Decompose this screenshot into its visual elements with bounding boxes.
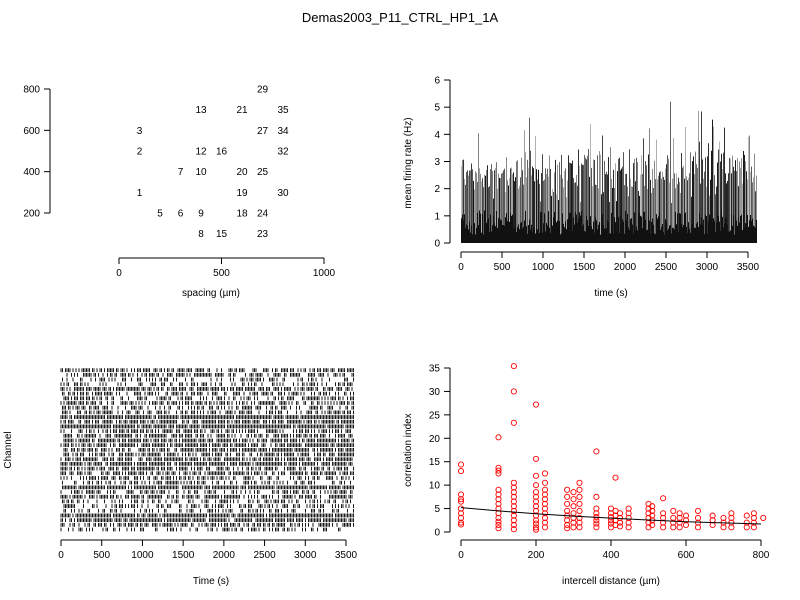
rate-ytick-label: 3 [434, 157, 440, 168]
rate-ytick-label: 6 [434, 76, 440, 87]
raster-row [66, 372, 354, 377]
rate-ytick-label: 0 [434, 239, 440, 250]
electrode-label: 2 [137, 147, 143, 158]
rate-xtick-label: 3500 [737, 262, 760, 273]
electrode-label: 1 [137, 188, 143, 199]
raster-row [62, 499, 351, 504]
panel-raster: 0 500 1000 1500 2000 2500 3000 3500 Time (s) Ch… [3, 368, 358, 587]
rate-xtick-label: 3000 [696, 262, 719, 273]
raster-row [62, 405, 354, 410]
layout-xlabel: spacing (µm) [182, 288, 240, 299]
rate-ytick-label: 4 [434, 130, 440, 141]
electrode-label: 3 [137, 126, 143, 137]
raster-row [62, 485, 354, 490]
raster-row [63, 504, 354, 508]
raster-row [60, 476, 354, 480]
rate-ytick-label: 5 [434, 103, 440, 114]
electrode-label: 20 [236, 167, 248, 178]
electrode-label: 6 [178, 209, 184, 220]
rate-xtick-label: 2500 [655, 262, 678, 273]
raster-row [62, 391, 354, 396]
rate-xtick-label: 0 [458, 262, 464, 273]
electrode-label: 34 [277, 126, 289, 137]
raster-row [63, 433, 353, 438]
electrode-label: 10 [195, 167, 207, 178]
electrode-label: 19 [236, 188, 248, 199]
panel-rate: 0 500 1000 1500 2000 2500 3000 3500 0 1 2 3 4 5 6 tim… [403, 76, 760, 300]
raster-row [63, 396, 354, 401]
raster-row [63, 438, 354, 443]
raster-row [60, 387, 353, 391]
raster-row [60, 429, 351, 433]
raster-row [60, 462, 353, 466]
raster-row [60, 494, 353, 499]
raster-row [60, 368, 354, 373]
electrode-label: 8 [198, 229, 204, 240]
raster-row [60, 471, 354, 476]
raster-row [60, 415, 354, 419]
figure-title: Demas2003_P11_CTRL_HP1_1A [302, 10, 499, 25]
raster-row [62, 480, 351, 485]
electrode-label: 32 [277, 147, 289, 158]
raster-row [63, 447, 354, 452]
electrode-label: 18 [236, 209, 248, 220]
raster-row [60, 401, 354, 405]
layout-ytick-label: 600 [23, 126, 40, 137]
electrode-label: 9 [198, 209, 204, 220]
rate-xtick-label: 2000 [614, 262, 637, 273]
rate-xtick-label: 1500 [573, 262, 596, 273]
raster-row [63, 508, 354, 513]
raster-row [60, 443, 354, 448]
electrode-label: 29 [257, 85, 269, 96]
raster-row [60, 424, 354, 429]
rate-ytick-label: 1 [434, 211, 440, 222]
raster-row [60, 513, 354, 518]
electrode-label: 15 [216, 229, 228, 240]
rate-xtick-label: 1000 [532, 262, 555, 273]
raster-row [60, 419, 354, 424]
layout-ytick-label: 400 [23, 167, 40, 178]
electrode-label: 23 [257, 229, 269, 240]
electrode-label: 7 [178, 167, 184, 178]
raster-row [60, 382, 353, 387]
raster-row [60, 466, 354, 471]
layout-ytick-label: 800 [23, 85, 40, 96]
layout-xtick-label: 500 [213, 268, 230, 279]
electrode-label: 35 [277, 105, 289, 116]
layout-xtick-label: 0 [116, 268, 122, 279]
rate-xlabel: time (s) [594, 288, 627, 299]
raster-row [60, 490, 353, 494]
raster-row [60, 518, 354, 523]
electrode-label: 21 [236, 105, 248, 116]
layout-ytick-label: 200 [23, 209, 40, 220]
electrode-label: 27 [257, 126, 269, 137]
rate-ytick-label: 2 [434, 184, 440, 195]
electrode-label: 30 [277, 188, 289, 199]
rate-xtick-label: 500 [494, 262, 511, 273]
raster-row [60, 457, 353, 462]
raster-row [60, 522, 354, 527]
electrode-label: 5 [157, 209, 163, 220]
electrode-label: 13 [195, 105, 207, 116]
electrode-label: 24 [257, 209, 269, 220]
layout-xtick-label: 1000 [313, 268, 336, 279]
electrode-label: 12 [195, 147, 207, 158]
rate-ylabel: mean firing rate (Hz) [403, 117, 414, 208]
electrode-label: 16 [216, 147, 228, 158]
raster-row [63, 452, 354, 457]
raster-row [62, 410, 354, 415]
electrode-label: 25 [257, 167, 269, 178]
raster-row [62, 377, 354, 382]
